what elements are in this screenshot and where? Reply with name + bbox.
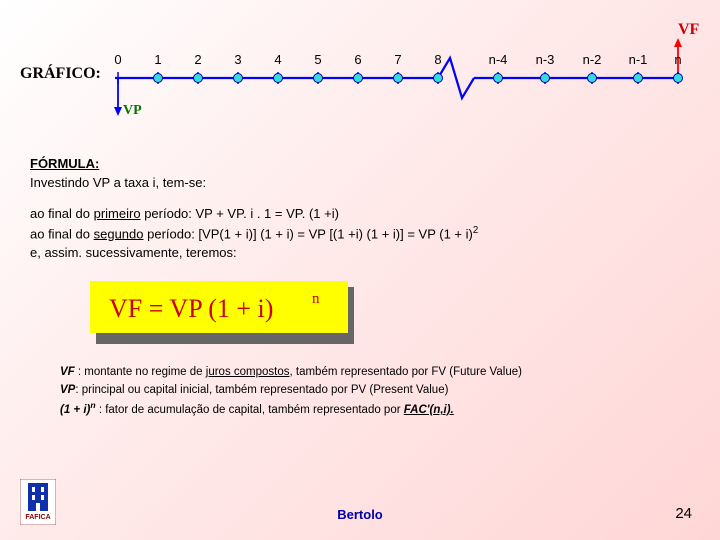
formula-heading: FÓRMULA: (30, 156, 99, 171)
svg-text:n: n (312, 291, 320, 307)
svg-text:GRÁFICO:: GRÁFICO: (20, 63, 101, 82)
svg-text:n: n (674, 52, 681, 67)
svg-text:1: 1 (154, 52, 161, 67)
content-block: FÓRMULA: Investindo VP a taxa i, tem-se:… (30, 155, 690, 419)
svg-text:0: 0 (114, 52, 121, 67)
svg-text:7: 7 (394, 52, 401, 67)
footer-author: Bertolo (0, 507, 720, 522)
svg-text:8: 8 (434, 52, 441, 67)
line-assim: e, assim. sucessivamente, teremos: (30, 244, 690, 263)
line-invest: Investindo VP a taxa i, tem-se: (30, 174, 690, 193)
svg-text:VF: VF (678, 21, 700, 38)
svg-text:2: 2 (194, 52, 201, 67)
line-period-2: ao final do segundo período: [VP(1 + i)]… (30, 224, 690, 244)
svg-text:VF = VP (1 + i): VF = VP (1 + i) (109, 294, 273, 323)
definitions: VF : montante no regime de juros compost… (60, 364, 690, 419)
svg-text:n-3: n-3 (536, 52, 555, 67)
svg-text:VP: VP (123, 103, 142, 118)
page-number: 24 (675, 505, 692, 522)
svg-text:5: 5 (314, 52, 321, 67)
svg-text:6: 6 (354, 52, 361, 67)
formula-box: VF = VP (1 + i) n (90, 281, 348, 339)
svg-text:3: 3 (234, 52, 241, 67)
svg-text:n-2: n-2 (583, 52, 602, 67)
line-period-1: ao final do primeiro período: VP + VP. i… (30, 205, 690, 224)
svg-text:n-1: n-1 (629, 52, 648, 67)
svg-text:n-4: n-4 (489, 52, 508, 67)
svg-text:4: 4 (274, 52, 281, 67)
timeline-diagram: GRÁFICO: VF VP 0 1 2 3 4 5 6 (20, 20, 700, 140)
